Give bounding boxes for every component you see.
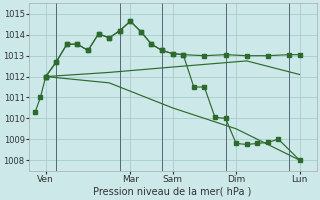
X-axis label: Pression niveau de la mer( hPa ): Pression niveau de la mer( hPa ) [93,187,252,197]
